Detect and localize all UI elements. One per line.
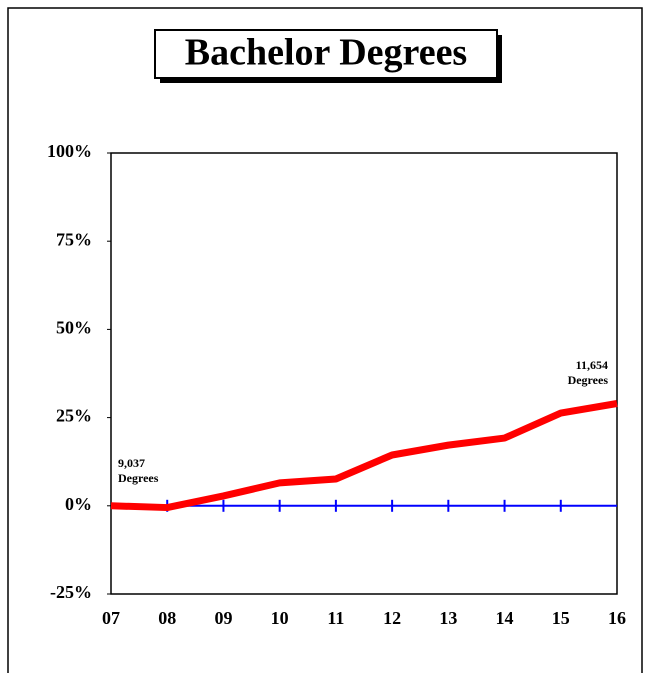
annotation: 11,654: [576, 358, 608, 372]
x-tick-label: 12: [383, 608, 401, 628]
y-tick-label: 0%: [65, 494, 92, 514]
x-tick-label: 09: [214, 608, 232, 628]
data-line: [110, 400, 618, 512]
y-tick-label: 50%: [56, 318, 92, 338]
x-tick-label: 08: [158, 608, 176, 628]
x-tick-label: 15: [552, 608, 570, 628]
y-tick-label: -25%: [50, 582, 92, 602]
frame: [7, 7, 643, 673]
x-tick-label: 07: [102, 608, 120, 628]
annotation: 9,037: [118, 456, 145, 470]
plot-area: [110, 152, 618, 595]
x-tick-label: 11: [327, 608, 344, 628]
y-tick-label: 100%: [47, 141, 92, 161]
y-tick-label: 25%: [56, 406, 92, 426]
x-tick-label: 13: [439, 608, 457, 628]
annotation: Degrees: [568, 373, 609, 387]
x-tick-label: 10: [271, 608, 289, 628]
annotation: Degrees: [118, 471, 159, 485]
title-box: [154, 29, 498, 79]
chart-title: Bachelor Degrees: [185, 32, 467, 74]
x-tick-label: 16: [608, 608, 626, 628]
x-tick-label: 14: [496, 608, 514, 628]
y-tick-label: 75%: [56, 229, 92, 249]
